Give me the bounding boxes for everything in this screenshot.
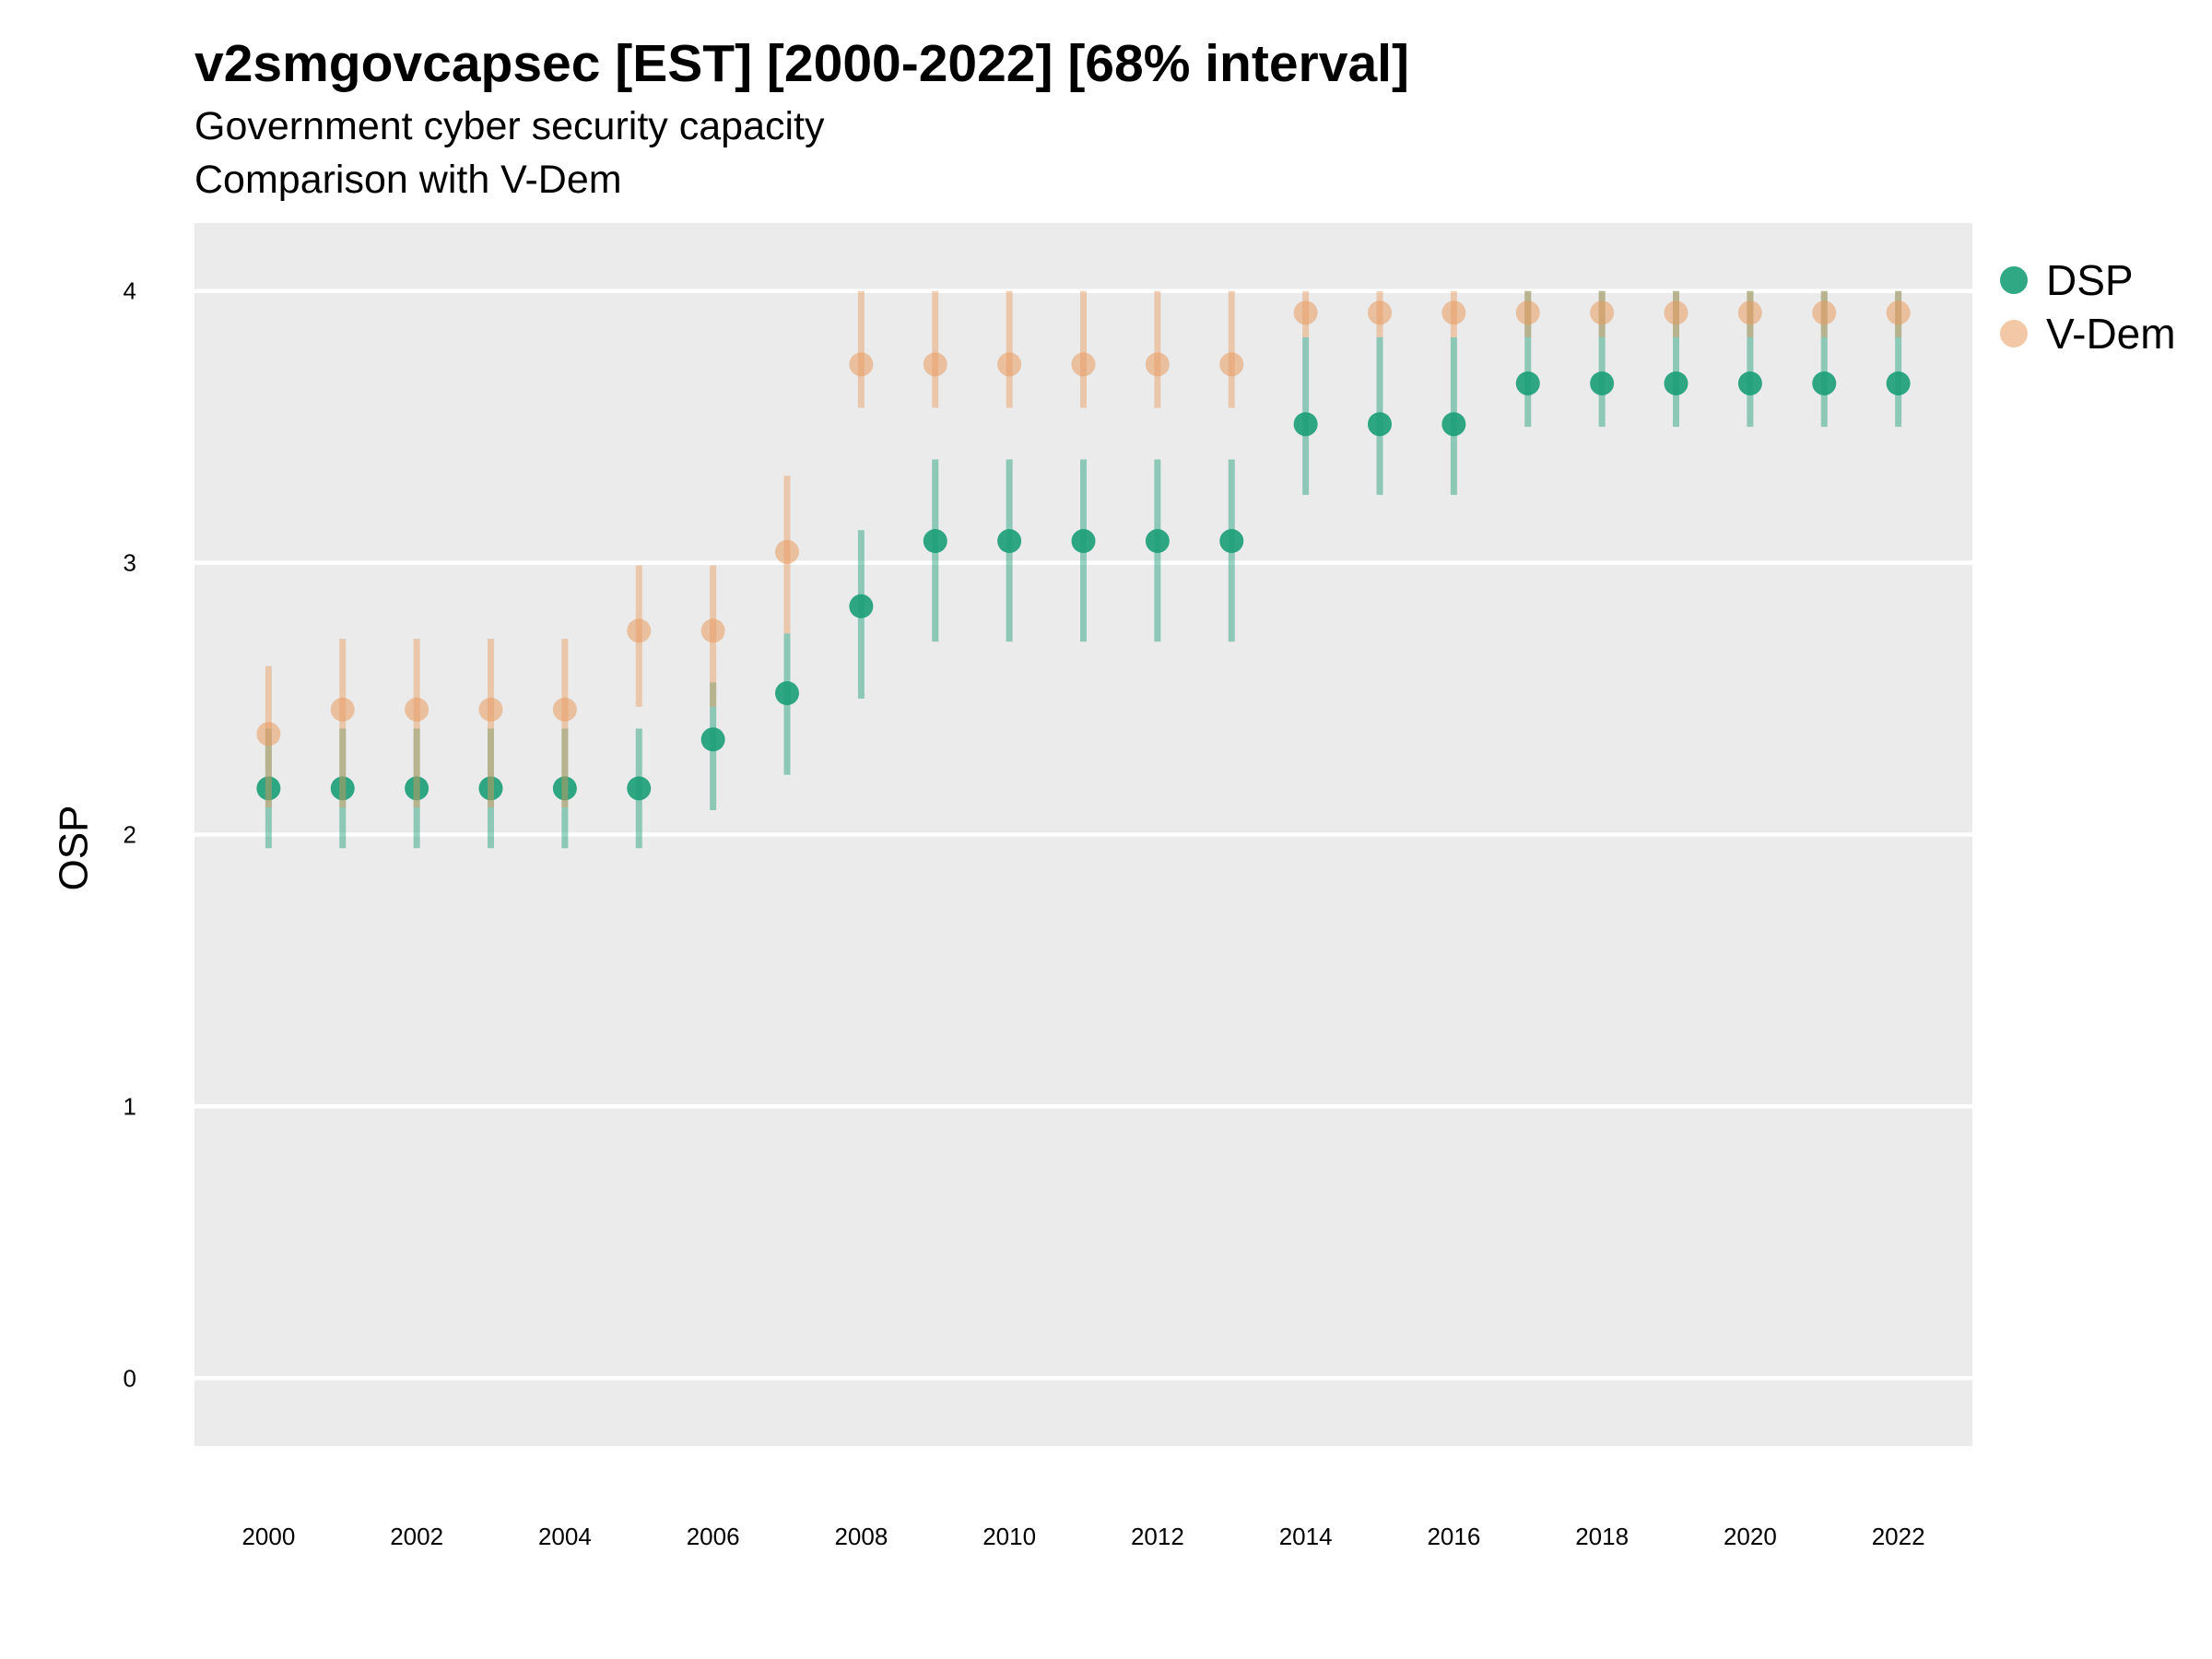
point-v-dem xyxy=(256,722,281,747)
x-tick-labels: 2000 2002 2004 2006 2008 2010 2012 2014 2016 2018… xyxy=(241,1523,1924,1550)
x-tick-label: 2004 xyxy=(538,1523,592,1550)
y-tick-label: 4 xyxy=(124,277,136,305)
y-tick-label: 1 xyxy=(124,1092,136,1120)
y-tick-label: 0 xyxy=(124,1364,136,1392)
point-v-dem xyxy=(1219,352,1244,377)
series-v-dem xyxy=(256,290,1911,808)
x-tick-label: 2008 xyxy=(834,1523,888,1550)
chart-subtitle: Government cyber security capacity xyxy=(194,104,825,148)
point-dsp xyxy=(1886,371,1911,395)
point-v-dem xyxy=(1441,300,1466,325)
y-tick-label: 3 xyxy=(124,549,136,577)
point-v-dem xyxy=(405,697,429,722)
point-v-dem xyxy=(997,352,1022,377)
point-v-dem xyxy=(1664,300,1688,325)
point-v-dem xyxy=(923,352,947,377)
point-dsp xyxy=(627,776,652,801)
x-tick-label: 2012 xyxy=(1131,1523,1184,1550)
point-dsp xyxy=(700,727,725,752)
point-v-dem xyxy=(1737,300,1762,325)
point-dsp xyxy=(405,776,429,801)
point-v-dem xyxy=(775,539,799,564)
point-dsp xyxy=(552,776,577,801)
point-dsp xyxy=(849,594,874,618)
x-tick-label: 2002 xyxy=(390,1523,443,1550)
point-v-dem xyxy=(1071,352,1096,377)
point-v-dem xyxy=(1515,300,1540,325)
point-dsp xyxy=(1590,371,1615,395)
point-v-dem xyxy=(478,697,503,722)
point-dsp xyxy=(775,681,799,706)
point-v-dem xyxy=(1368,300,1392,325)
point-v-dem xyxy=(1812,300,1837,325)
point-dsp xyxy=(923,529,947,554)
point-dsp xyxy=(478,776,503,801)
point-dsp xyxy=(1368,412,1392,437)
chart-caption: Comparison with V-Dem xyxy=(194,158,622,202)
point-v-dem xyxy=(330,697,355,722)
point-v-dem xyxy=(1293,300,1318,325)
x-tick-label: 2016 xyxy=(1427,1523,1480,1550)
point-v-dem xyxy=(1886,300,1911,325)
legend-label-vdem: V-Dem xyxy=(2046,310,2176,358)
grid-lines xyxy=(194,288,1972,1381)
point-dsp xyxy=(1515,371,1540,395)
legend-label-dsp: DSP xyxy=(2046,256,2134,304)
point-dsp xyxy=(330,776,355,801)
point-v-dem xyxy=(552,697,577,722)
x-tick-label: 2014 xyxy=(1279,1523,1333,1550)
x-tick-label: 2020 xyxy=(1724,1523,1777,1550)
point-dsp xyxy=(1071,529,1096,554)
point-dsp xyxy=(1145,529,1170,554)
x-tick-label: 2018 xyxy=(1575,1523,1629,1550)
y-axis-label: OSP xyxy=(51,805,97,891)
y-tick-label: 2 xyxy=(124,821,136,849)
point-dsp xyxy=(997,529,1022,554)
point-dsp xyxy=(1664,371,1688,395)
point-v-dem xyxy=(1590,300,1615,325)
point-dsp xyxy=(1812,371,1837,395)
point-dsp xyxy=(1219,529,1244,554)
legend-item-dsp: DSP xyxy=(2000,253,2176,307)
x-tick-label: 2010 xyxy=(982,1523,1036,1550)
data-series xyxy=(256,290,1911,849)
legend-swatch-dsp xyxy=(2000,266,2028,294)
point-v-dem xyxy=(700,618,725,643)
point-dsp xyxy=(1441,412,1466,437)
legend: DSP V-Dem xyxy=(2000,253,2176,360)
point-dsp xyxy=(1293,412,1318,437)
point-dsp xyxy=(1737,371,1762,395)
point-dsp xyxy=(256,776,281,801)
chart-title: v2smgovcapsec [EST] [2000-2022] [68% int… xyxy=(194,34,1409,93)
point-v-dem xyxy=(1145,352,1170,377)
x-tick-label: 2006 xyxy=(687,1523,740,1550)
point-v-dem xyxy=(627,618,652,643)
x-tick-label: 2022 xyxy=(1872,1523,1925,1550)
x-tick-label: 2000 xyxy=(241,1523,295,1550)
legend-item-vdem: V-Dem xyxy=(2000,307,2176,360)
legend-swatch-vdem xyxy=(2000,320,2028,347)
point-v-dem xyxy=(849,352,874,377)
y-tick-labels: 0 1 2 3 4 xyxy=(124,277,136,1393)
